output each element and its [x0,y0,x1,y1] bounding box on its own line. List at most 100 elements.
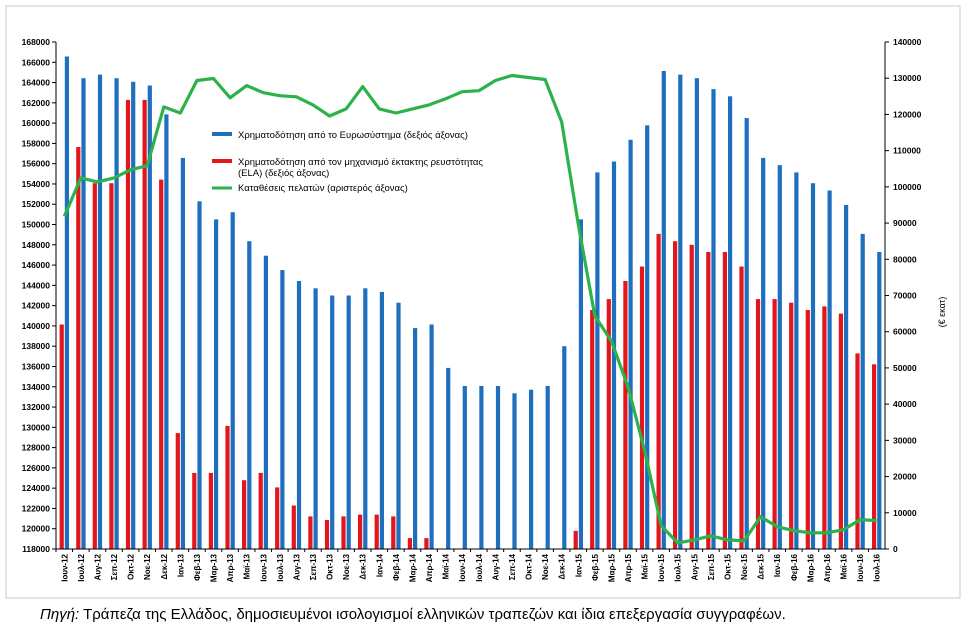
bar-ela [242,480,247,549]
x-tick-label: Οκτ-14 [525,553,534,579]
right-tick-label: 80000 [893,254,917,264]
bar-ela [109,183,114,549]
left-tick-label: 152000 [22,199,51,209]
bar-eurosystem [529,389,534,549]
x-tick-label: Νοε-15 [740,553,749,580]
right-tick-label: 0 [893,544,898,554]
bar-eurosystem [180,157,185,549]
line-layer [62,73,877,545]
x-tick-label: Φεβ-13 [193,553,202,580]
bar-eurosystem [694,78,699,549]
bar-eurosystem [346,295,351,549]
bar-ela [673,241,678,549]
x-tick-label: Ιουλ-12 [77,553,86,581]
bar-ela [656,233,661,549]
bar-eurosystem [844,205,849,549]
left-tick-label: 118000 [22,544,50,554]
bar-eurosystem [794,172,799,549]
bar-eurosystem [810,183,816,549]
left-tick-label: 128000 [22,443,51,453]
x-tick-label: Σεπ-14 [508,553,517,580]
bar-ela [706,252,711,549]
legend-label-ela-line1: Χρηματοδότηση από τον μηχανισμό έκτακτης… [238,157,483,168]
right-tick-label: 130000 [893,73,922,83]
bar-ela [125,99,131,550]
bar-eurosystem [495,386,501,549]
bar-eurosystem [761,157,766,549]
bar-eurosystem [81,78,86,549]
right-tick-label: 100000 [893,182,922,192]
bar-eurosystem [877,252,882,549]
bar-eurosystem [595,172,600,549]
x-tick-label: Ιουλ-13 [276,553,285,581]
bar-eurosystem [230,212,235,549]
bar-eurosystem [562,346,567,549]
bar-ela [755,299,761,549]
legend-label-deposits: Καταθέσεις πελατών (αριστερός άξονας) [238,183,408,194]
x-tick-label: Φεβ-16 [790,553,799,580]
bar-ela [391,516,396,549]
x-tick-label: Ιουν-16 [856,553,865,581]
right-tick-label: 90000 [893,218,917,228]
bar-ela [689,244,694,550]
x-tick-label: Μαρ-13 [210,553,219,582]
bars-layer [59,56,882,550]
bar-ela [92,183,97,549]
x-tick-label: Νοε-12 [143,553,152,580]
left-tick-label: 142000 [22,301,51,311]
line-deposits [62,73,877,545]
bar-eurosystem [462,386,467,549]
x-tick-label: Μαϊ-16 [840,553,849,579]
x-tick-label: Οκτ-15 [724,553,733,579]
bar-eurosystem [147,85,152,549]
bar-eurosystem [728,96,733,550]
left-tick-label: 156000 [22,159,51,169]
x-tick-label: Οκτ-12 [127,553,136,579]
legend-label-ela: Χρηματοδότηση από τον μηχανισμό έκτακτης… [238,157,483,179]
bar-eurosystem [545,386,550,549]
right-tick-label: 60000 [893,327,917,337]
bar-ela [374,514,379,549]
x-tick-label: Δεκ-13 [359,553,368,579]
x-tick-label: Ιουν-14 [458,553,467,581]
x-tick-label: Ιουλ-16 [873,553,882,581]
caption-lead: Πηγή: [40,606,80,623]
bar-ela [805,310,810,549]
bar-eurosystem [512,393,517,549]
x-tick-label: Αυγ-12 [93,553,102,580]
x-tick-label: Μαϊ-14 [442,553,451,579]
left-tick-label: 126000 [22,463,51,473]
bar-eurosystem [280,270,285,549]
bar-ela [275,487,280,549]
x-tick-label: Ιουν-12 [60,553,69,581]
x-tick-label: Μαρ-14 [409,553,418,582]
x-tick-label: Μαϊ-15 [641,553,650,579]
left-tick-label: 130000 [22,422,51,432]
bar-eurosystem [296,281,302,549]
x-tick-label: Σεπ-13 [309,553,318,580]
x-tick-label: Αυγ-15 [690,553,699,580]
right-tick-label: 110000 [893,146,921,156]
left-tick-label: 168000 [22,37,51,47]
bar-eurosystem [578,219,583,549]
x-tick-label: Οκτ-13 [326,553,335,579]
bar-ela [76,147,81,549]
bar-ela [606,299,611,549]
x-tick-label: Ιουλ-14 [475,553,484,581]
left-tick-label: 164000 [22,78,51,88]
bar-ela [341,516,346,549]
x-tick-label: Ιαν-16 [773,553,782,577]
x-tick-label: Ιουλ-15 [674,553,683,581]
axes-layer: 118000 120000 122000 124000 126000 128000 1300… [22,37,947,582]
x-tick-label: Ιουν-15 [657,553,666,581]
right-tick-label: 40000 [893,399,917,409]
right-tick-label: 30000 [893,435,917,445]
left-tick-label: 134000 [22,382,51,392]
legend-swatch-ela [212,159,232,163]
bar-eurosystem [263,255,268,549]
left-tick-label: 144000 [22,280,51,290]
bar-eurosystem [64,56,69,549]
x-tick-label: Μαϊ-13 [243,553,252,579]
caption-text: Τράπεζα της Ελλάδος, δημοσιευμένοι ισολο… [79,606,786,623]
right-tick-label: 140000 [893,37,922,47]
